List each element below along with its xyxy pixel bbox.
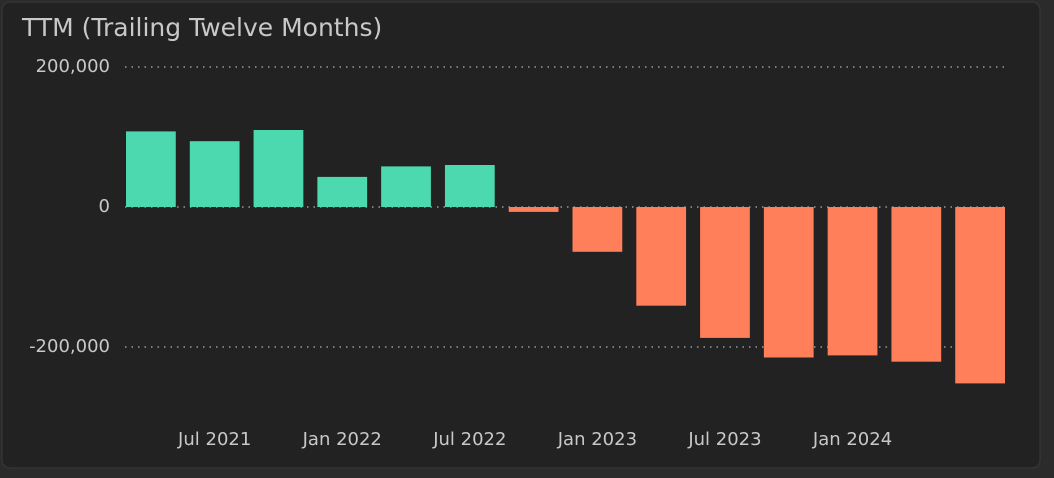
bar [636, 207, 687, 306]
bar [253, 130, 304, 207]
x-tick-label: Jul 2023 [687, 429, 761, 450]
y-tick-label: 200,000 [36, 56, 110, 77]
x-tick-label: Jul 2021 [177, 429, 251, 450]
y-tick-label: 0 [99, 196, 110, 217]
x-tick-label: Jan 2023 [557, 429, 637, 450]
bar [572, 207, 623, 252]
x-tick-label: Jan 2024 [812, 429, 892, 450]
bar [827, 207, 878, 356]
bar [763, 207, 814, 358]
bar [126, 131, 176, 207]
chart-title: TTM (Trailing Twelve Months) [21, 13, 382, 42]
bar [508, 207, 559, 212]
bar [381, 166, 431, 207]
y-tick-label: -200,000 [29, 336, 110, 357]
x-tick-label: Jan 2022 [302, 429, 382, 450]
bar [891, 207, 942, 362]
x-tick-label: Jul 2022 [432, 429, 506, 450]
bar [189, 141, 240, 207]
chart-panel [1, 1, 1041, 469]
bar [317, 176, 368, 207]
bar [700, 207, 750, 338]
bar [955, 207, 1005, 384]
bar [444, 165, 495, 207]
